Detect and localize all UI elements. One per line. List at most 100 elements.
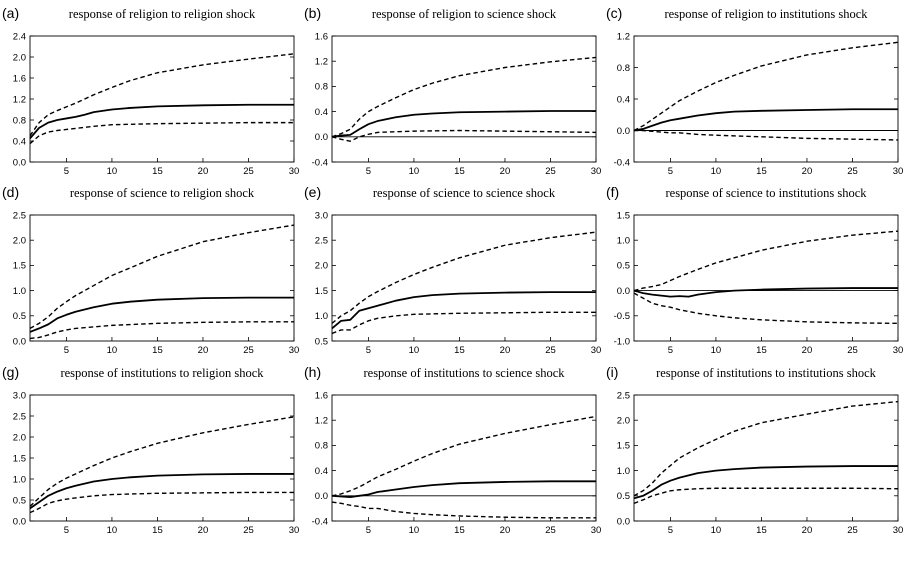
- y-tick-label: 1.0: [617, 466, 630, 477]
- chart-panel: (d) response of science to religion shock…: [2, 184, 299, 356]
- x-tick-label: 5: [668, 345, 673, 356]
- x-tick-label: 10: [711, 345, 722, 356]
- y-tick-label: 2.5: [617, 390, 630, 401]
- panel-label: (f): [606, 184, 619, 200]
- confidence-band-line: [29, 224, 295, 330]
- y-tick-label: 1.2: [315, 57, 328, 68]
- x-tick-label: 25: [243, 525, 254, 536]
- confidence-band-line: [633, 41, 899, 132]
- y-tick-label: -1.0: [614, 336, 630, 347]
- y-tick-label: 2.5: [13, 210, 26, 221]
- confidence-band-line: [29, 53, 295, 137]
- y-tick-label: 0.5: [13, 311, 26, 322]
- y-tick-label: 1.5: [13, 261, 26, 272]
- y-tick-label: 3.0: [315, 210, 328, 221]
- x-tick-label: 25: [243, 345, 254, 356]
- panel-label: (h): [304, 364, 321, 380]
- y-tick-label: 0.5: [13, 495, 26, 506]
- y-tick-label: 0.0: [617, 516, 630, 527]
- x-tick-label: 20: [802, 525, 813, 536]
- y-tick-label: 2.5: [13, 411, 26, 422]
- x-tick-label: 25: [847, 525, 858, 536]
- plot-frame: [29, 35, 295, 163]
- y-tick-label: 1.6: [315, 390, 328, 401]
- y-tick-label: 0.0: [13, 157, 26, 168]
- x-tick-label: 15: [454, 345, 465, 356]
- x-tick-label: 20: [198, 166, 209, 177]
- x-tick-label: 25: [545, 166, 556, 177]
- confidence-band-line: [29, 321, 294, 340]
- panel-label: (c): [606, 5, 622, 21]
- x-tick-label: 5: [64, 525, 69, 536]
- x-tick-label: 20: [500, 525, 511, 536]
- x-tick-label: 30: [289, 525, 300, 536]
- y-tick-label: 0.8: [13, 115, 26, 126]
- y-tick-label: 2.0: [13, 52, 26, 63]
- x-tick-label: 5: [366, 166, 371, 177]
- x-tick-label: 15: [152, 166, 163, 177]
- y-tick-label: 2.0: [617, 416, 630, 427]
- x-tick-label: 20: [802, 166, 813, 177]
- panel-label: (a): [2, 5, 19, 21]
- y-tick-label: 0.0: [617, 126, 630, 137]
- x-tick-label: 5: [366, 345, 371, 356]
- y-tick-label: 0.8: [315, 441, 328, 452]
- x-tick-label: 10: [409, 166, 420, 177]
- x-tick-label: 25: [847, 166, 858, 177]
- x-tick-label: 10: [409, 525, 420, 536]
- x-tick-label: 25: [545, 345, 556, 356]
- y-tick-label: 0.8: [315, 82, 328, 93]
- y-tick-label: 0.5: [315, 336, 328, 347]
- y-tick-label: 1.5: [617, 441, 630, 452]
- plot-frame: [331, 394, 597, 522]
- panel-title: response of religion to religion shock: [69, 7, 256, 21]
- response-line: [331, 480, 596, 498]
- y-tick-label: 0.4: [315, 107, 328, 118]
- panel-label: (i): [606, 364, 618, 380]
- x-tick-label: 30: [289, 345, 300, 356]
- confidence-band-line: [331, 129, 597, 142]
- y-tick-label: 1.6: [315, 31, 328, 42]
- x-tick-label: 20: [500, 166, 511, 177]
- x-tick-label: 15: [756, 166, 767, 177]
- panel-label: (e): [304, 184, 321, 200]
- x-tick-label: 10: [107, 345, 118, 356]
- y-tick-label: 0.5: [617, 491, 630, 502]
- chart-panel: (i) response of institutions to instituti…: [606, 364, 903, 536]
- x-tick-label: 5: [64, 345, 69, 356]
- x-tick-label: 15: [454, 525, 465, 536]
- y-tick-label: 1.2: [13, 94, 26, 105]
- response-line: [633, 287, 898, 298]
- panel-title: response of religion to institutions sho…: [664, 7, 868, 21]
- x-tick-label: 30: [893, 525, 904, 536]
- chart-panel: (f) response of science to institutions s…: [606, 184, 903, 356]
- y-tick-label: 1.5: [315, 286, 328, 297]
- y-tick-label: 0.4: [617, 94, 630, 105]
- y-tick-label: 1.0: [617, 236, 630, 247]
- response-line: [331, 110, 596, 138]
- y-tick-label: 0.8: [617, 63, 630, 74]
- y-tick-label: 0.0: [13, 336, 26, 347]
- y-tick-label: -0.4: [614, 157, 630, 168]
- chart-panel: (a) response of religion to religion shoc…: [2, 5, 299, 177]
- confidence-band-line: [633, 487, 899, 505]
- confidence-band-line: [331, 56, 597, 138]
- chart-panel: (c) response of religion to institutions …: [606, 5, 903, 177]
- confidence-band-line: [633, 400, 899, 497]
- x-tick-label: 15: [756, 345, 767, 356]
- y-tick-label: 1.2: [315, 416, 328, 427]
- panel-label: (d): [2, 184, 19, 200]
- confidence-band-line: [634, 129, 899, 141]
- chart-panel: (b) response of religion to science shock…: [304, 5, 601, 177]
- response-line: [633, 108, 898, 132]
- chart-panel: (e) response of science to science shock 0…: [304, 184, 601, 356]
- y-tick-label: 1.0: [13, 474, 26, 485]
- x-tick-label: 30: [591, 345, 602, 356]
- chart-panel: (h) response of institutions to science s…: [304, 364, 601, 536]
- confidence-band-line: [331, 231, 597, 324]
- y-tick-label: 2.0: [13, 236, 26, 247]
- x-tick-label: 10: [711, 166, 722, 177]
- x-tick-label: 5: [366, 525, 371, 536]
- y-tick-label: 2.5: [315, 236, 328, 247]
